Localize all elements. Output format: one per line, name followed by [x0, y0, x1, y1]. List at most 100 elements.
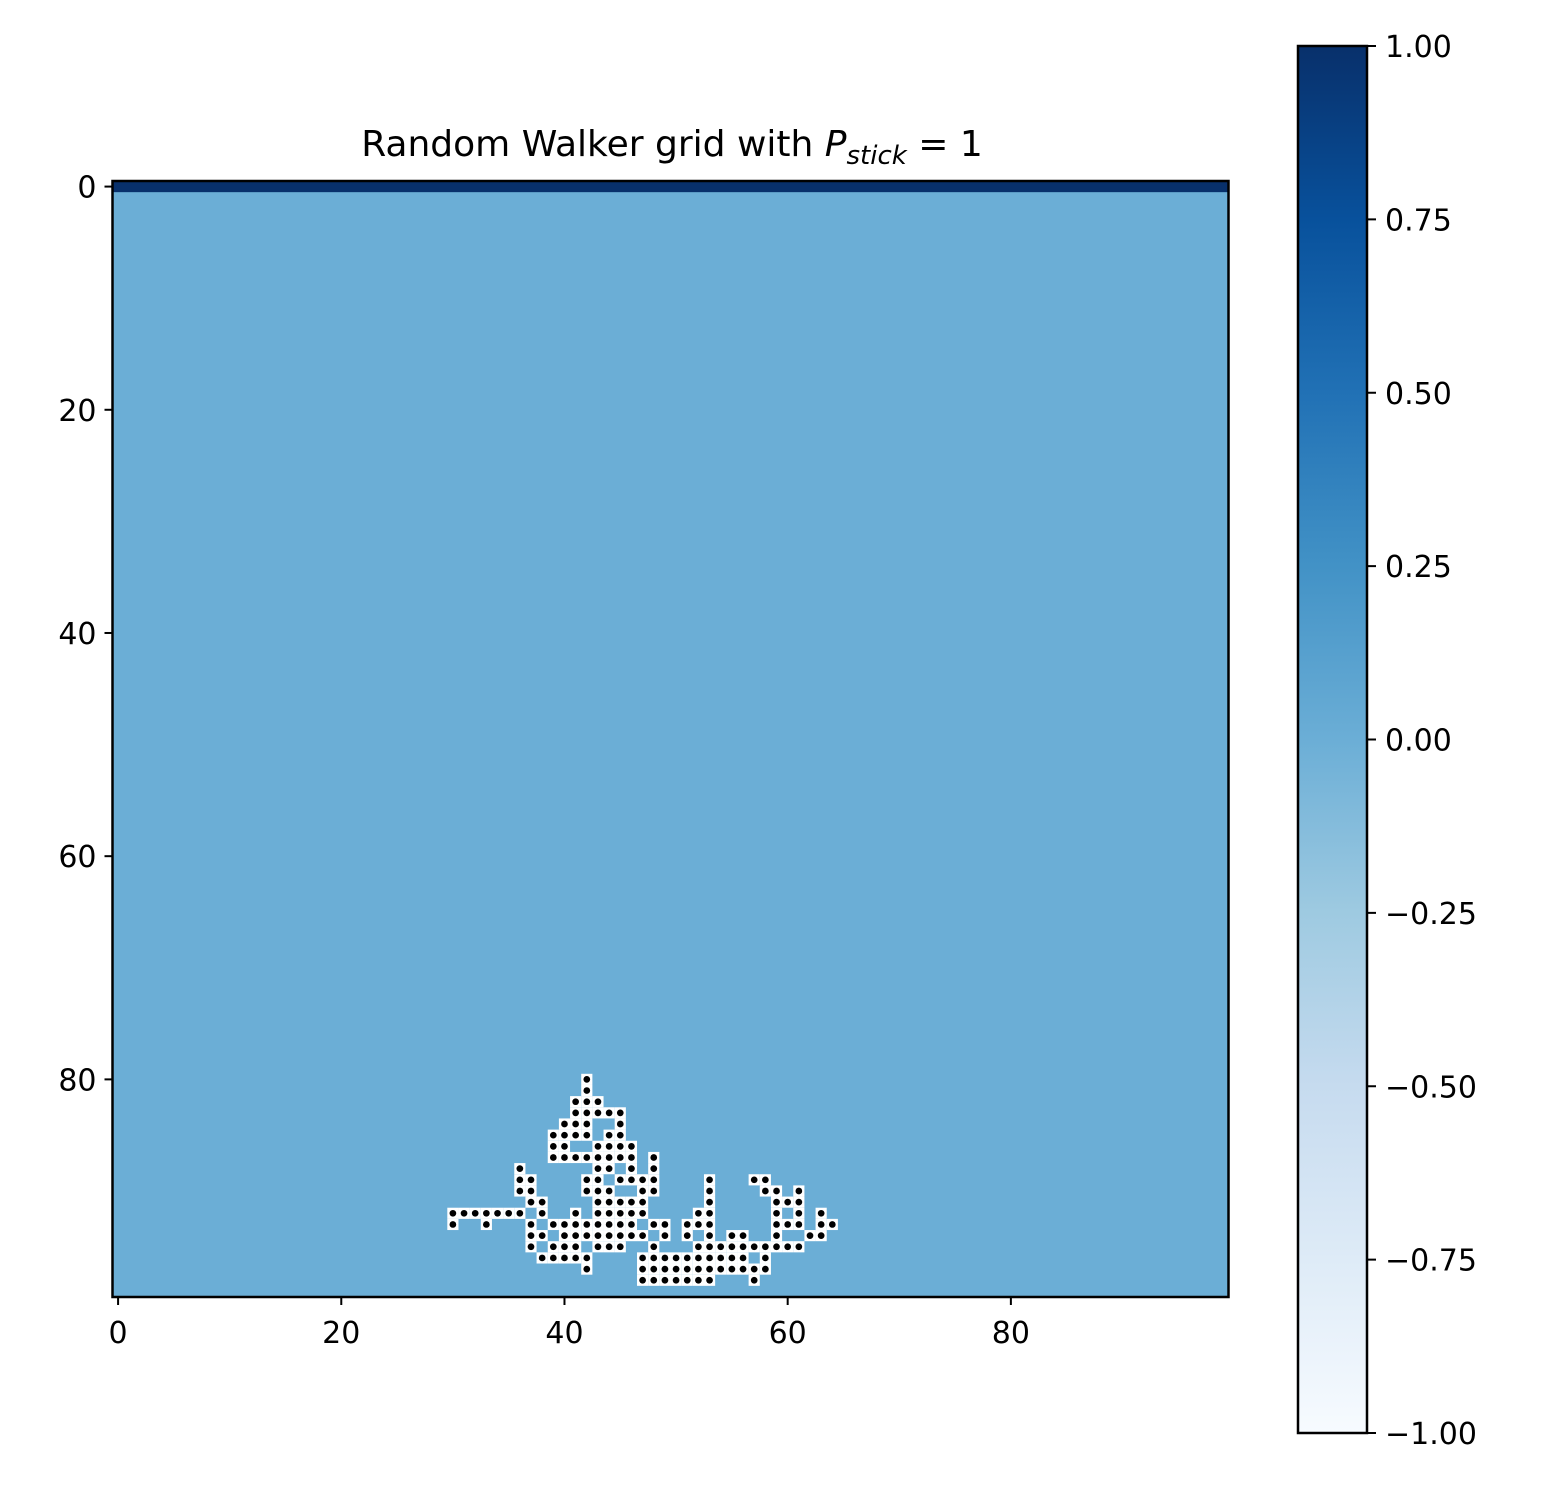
walker-marker [549, 1254, 557, 1262]
walker-marker [572, 1221, 579, 1228]
walker-marker [561, 1232, 568, 1239]
walker-cell [692, 1241, 704, 1253]
walker-cell [547, 1241, 559, 1253]
walker-cell [514, 1185, 526, 1197]
walker-marker [605, 1109, 613, 1117]
walker-marker [706, 1221, 713, 1228]
walker-cell [558, 1140, 571, 1152]
walker-cell [737, 1241, 749, 1253]
walker-cell [558, 1218, 571, 1231]
walker-marker [527, 1221, 535, 1228]
walker-cell [592, 1096, 604, 1108]
walker-marker [706, 1209, 713, 1217]
walker-marker [728, 1265, 736, 1273]
walker-marker [516, 1187, 524, 1195]
walker-marker [572, 1232, 579, 1239]
walker-cell [815, 1218, 827, 1231]
walker-cell [659, 1274, 671, 1286]
walker-marker [806, 1232, 814, 1239]
walker-marker [616, 1243, 624, 1251]
walker-marker [773, 1187, 780, 1195]
walker-cell [692, 1252, 704, 1264]
walker-cell [480, 1218, 492, 1231]
walker-cell [726, 1241, 738, 1253]
walker-marker [650, 1165, 658, 1173]
walker-marker [538, 1254, 546, 1262]
walker-marker [538, 1232, 546, 1239]
walker-marker [605, 1198, 613, 1206]
walker-marker [605, 1243, 613, 1251]
walker-marker [773, 1221, 780, 1228]
walker-marker [817, 1221, 825, 1228]
walker-marker [572, 1109, 579, 1117]
walker-marker [471, 1209, 479, 1217]
walker-marker [661, 1265, 669, 1273]
walker-marker [750, 1176, 758, 1184]
walker-cell [581, 1230, 593, 1242]
walker-cell [592, 1196, 604, 1208]
walker-marker [549, 1154, 557, 1161]
walker-cell [480, 1207, 492, 1219]
walker-cell [681, 1230, 693, 1242]
walker-cell [614, 1241, 626, 1253]
walker-cell [614, 1118, 626, 1130]
walker-cell [670, 1263, 682, 1275]
walker-marker [706, 1254, 713, 1262]
walker-marker [817, 1232, 825, 1239]
walker-cell [759, 1263, 771, 1275]
walker-marker [605, 1142, 613, 1150]
walker-marker [650, 1243, 658, 1251]
walker-marker [594, 1176, 602, 1184]
walker-marker [672, 1254, 680, 1262]
walker-cell [558, 1129, 571, 1141]
walker-marker [672, 1276, 680, 1284]
walker-cell [570, 1252, 582, 1264]
walker-cell [625, 1230, 638, 1242]
walker-marker [739, 1254, 747, 1262]
walker-marker [616, 1221, 624, 1228]
walker-marker [583, 1131, 591, 1139]
walker-cell [793, 1196, 805, 1208]
walker-cell [670, 1274, 682, 1286]
walker-marker [661, 1276, 669, 1284]
chart-title-main: Random Walker grid with [361, 124, 825, 165]
walker-cell [525, 1174, 537, 1186]
walker-cell [737, 1263, 749, 1275]
walker-cell [581, 1107, 593, 1119]
y-tick-label: 80 [58, 1063, 96, 1098]
chart-title-var: P [825, 124, 847, 165]
walker-cell [536, 1196, 548, 1208]
walker-cell [592, 1174, 604, 1186]
walker-cell [625, 1140, 638, 1152]
colorbar-tick-label: 0.25 [1385, 550, 1452, 585]
walker-cell [592, 1140, 604, 1152]
walker-marker [527, 1243, 535, 1251]
walker-marker [494, 1209, 501, 1217]
walker-marker [572, 1254, 579, 1262]
walker-cell [648, 1151, 660, 1164]
walker-cell [782, 1218, 794, 1231]
x-axis: 0 20 40 60 80 [109, 1297, 1030, 1351]
walker-marker [594, 1098, 602, 1106]
walker-cell [570, 1218, 582, 1231]
walker-cell [625, 1163, 638, 1175]
heatmap-top-row-cells [112, 181, 1229, 193]
walker-marker [739, 1232, 747, 1239]
colorbar-tick-label: −0.75 [1385, 1244, 1477, 1279]
walker-marker [639, 1254, 646, 1262]
walker-cell [603, 1207, 615, 1219]
walker-marker [795, 1221, 803, 1228]
y-tick-label: 40 [58, 617, 96, 652]
walker-cell [703, 1207, 716, 1219]
walker-marker [561, 1120, 568, 1128]
walker-cell [536, 1252, 548, 1264]
walker-cell [759, 1252, 771, 1264]
walker-marker [583, 1087, 591, 1094]
walker-marker [594, 1142, 602, 1150]
walker-marker [583, 1176, 591, 1184]
walker-cell [525, 1218, 537, 1231]
walker-marker [483, 1221, 490, 1228]
walker-cell [703, 1174, 716, 1186]
walker-marker [538, 1209, 546, 1217]
walker-marker [561, 1154, 568, 1161]
